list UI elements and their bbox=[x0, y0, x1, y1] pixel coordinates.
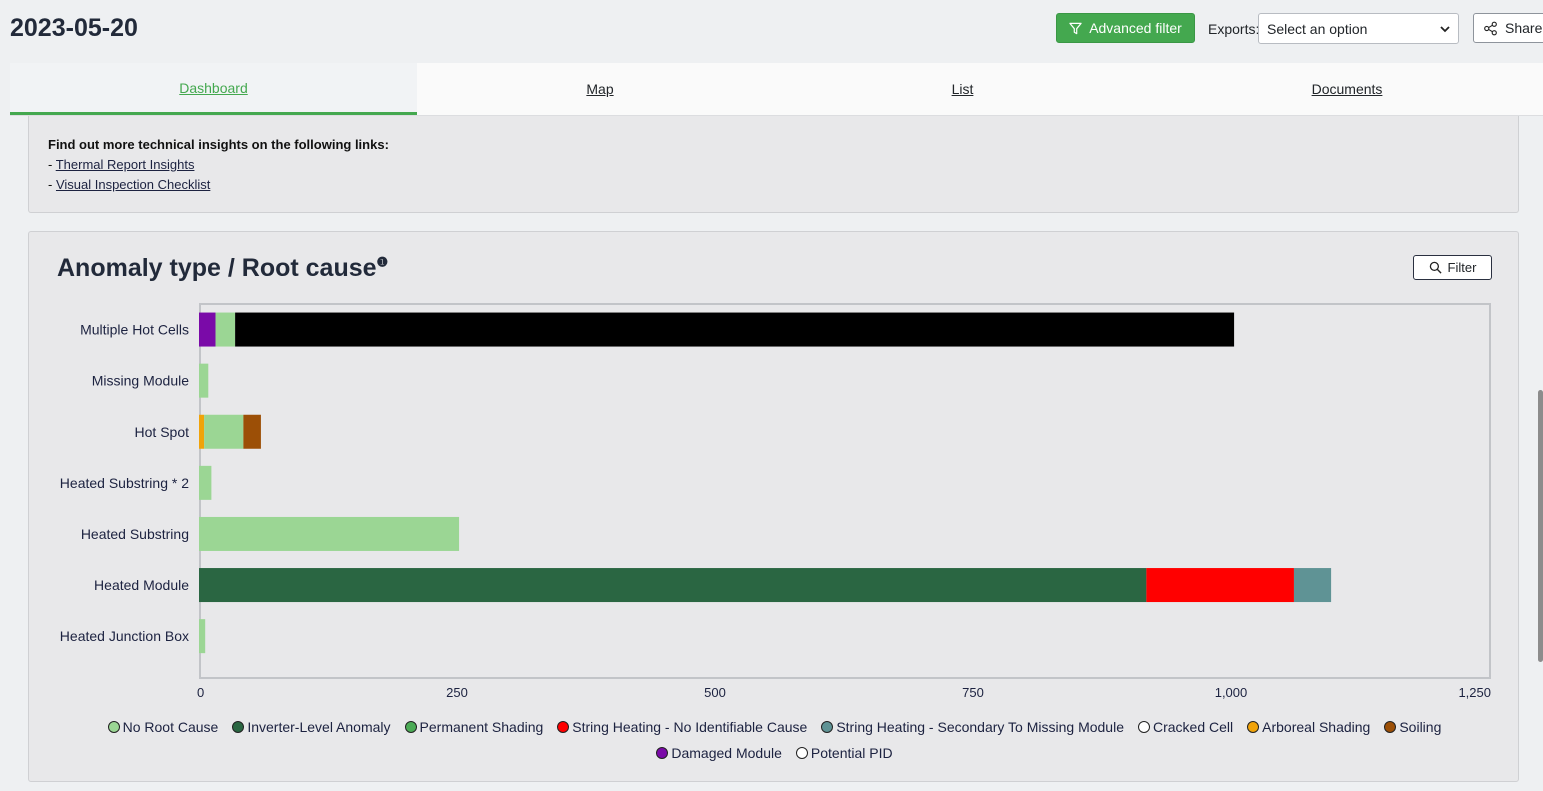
legend-item[interactable]: Damaged Module bbox=[656, 745, 782, 761]
legend-label: Potential PID bbox=[810, 745, 893, 761]
legend-swatch bbox=[1247, 721, 1260, 733]
insights-title: Find out more technical insights on the … bbox=[48, 137, 389, 152]
legend-label: String Heating - No Identifiable Cause bbox=[572, 719, 808, 735]
legend-item[interactable]: Arboreal Shading bbox=[1247, 719, 1370, 735]
insights-link-row: - Thermal Report Insights bbox=[48, 157, 194, 172]
bar-segment[interactable] bbox=[199, 414, 205, 449]
bullet-dash: - bbox=[48, 177, 56, 192]
x-tick-label: 250 bbox=[446, 685, 468, 700]
thermal-report-insights-link[interactable]: Thermal Report Insights bbox=[55, 157, 195, 172]
y-tick-label: Heated Substring bbox=[81, 526, 189, 542]
bar-segment[interactable] bbox=[199, 363, 209, 398]
chart-filter-button[interactable]: Filter bbox=[1413, 255, 1492, 280]
tab-dashboard[interactable]: Dashboard bbox=[10, 63, 417, 115]
legend-item[interactable]: Soiling bbox=[1384, 719, 1441, 735]
legend-swatch bbox=[821, 721, 834, 733]
y-tick-label: Hot Spot bbox=[135, 424, 190, 440]
tab-documents[interactable]: Documents bbox=[1311, 81, 1383, 97]
anomaly-bar-chart: Multiple Hot Cells Missing Module Hot Spot… bbox=[60, 312, 1491, 700]
y-tick-label: Heated Module bbox=[94, 577, 189, 593]
legend-swatch bbox=[1138, 721, 1150, 733]
legend-swatch bbox=[795, 747, 808, 759]
legend-label: Arboreal Shading bbox=[1262, 719, 1371, 735]
bar-segment[interactable] bbox=[199, 465, 212, 500]
share-icon bbox=[1484, 21, 1497, 35]
y-tick-label: Heated Junction Box bbox=[60, 628, 189, 644]
info-icon[interactable]: ❶ bbox=[376, 254, 389, 270]
filter-icon bbox=[1069, 22, 1082, 34]
legend-swatch bbox=[557, 721, 570, 733]
legend-label: Soiling bbox=[1399, 719, 1442, 735]
legend-item[interactable]: String Heating - No Identifiable Cause bbox=[557, 719, 807, 735]
y-tick-label: Multiple Hot Cells bbox=[80, 322, 189, 338]
exports-select[interactable]: Select an option bbox=[1258, 13, 1459, 44]
bullet-dash: - bbox=[48, 157, 56, 172]
tab-list[interactable]: List bbox=[951, 81, 974, 97]
bar-segment[interactable] bbox=[235, 312, 1235, 347]
legend-label: Damaged Module bbox=[671, 745, 782, 761]
anomaly-chart-panel: Anomaly type / Root cause❶ Filter Multip… bbox=[28, 231, 1519, 782]
advanced-filter-button[interactable]: Advanced filter bbox=[1056, 13, 1195, 43]
x-tick-label: 500 bbox=[704, 685, 726, 700]
bar-segment[interactable] bbox=[199, 568, 1147, 603]
exports-label: Exports: bbox=[1208, 21, 1260, 37]
y-tick-label: Heated Substring * 2 bbox=[60, 475, 189, 491]
share-button[interactable]: Share bbox=[1473, 13, 1543, 43]
x-tick-label: 1,250 bbox=[1458, 685, 1491, 700]
tab-bar: Dashboard Map List Documents bbox=[10, 63, 1543, 116]
legend-label: Inverter-Level Anomaly bbox=[247, 719, 391, 735]
bar-segment[interactable] bbox=[204, 414, 244, 449]
chevron-down-icon bbox=[1440, 26, 1450, 33]
y-tick-label: Missing Module bbox=[92, 373, 189, 389]
bar-segment[interactable] bbox=[243, 414, 261, 449]
chart-title: Anomaly type / Root cause❶ bbox=[57, 254, 388, 283]
bar-segment[interactable] bbox=[1146, 568, 1294, 603]
tab-map[interactable]: Map bbox=[586, 81, 614, 97]
insights-link-row: - Visual Inspection Checklist bbox=[48, 177, 210, 192]
search-icon bbox=[1429, 261, 1442, 274]
legend-swatch bbox=[656, 747, 669, 759]
page-title: 2023-05-20 bbox=[10, 14, 138, 42]
visual-inspection-checklist-link[interactable]: Visual Inspection Checklist bbox=[55, 177, 211, 192]
chart-legend: Damaged Module Potential PID bbox=[29, 745, 1520, 761]
insights-panel: Find out more technical insights on the … bbox=[28, 116, 1519, 213]
legend-item[interactable]: Cracked Cell bbox=[1138, 719, 1233, 735]
share-label: Share bbox=[1505, 20, 1543, 36]
bar-segment[interactable] bbox=[1293, 568, 1332, 603]
bar-segment[interactable] bbox=[199, 312, 216, 347]
legend-item[interactable]: No Root Cause bbox=[107, 719, 219, 735]
bar-segment[interactable] bbox=[199, 619, 206, 654]
x-tick-label: 750 bbox=[962, 685, 984, 700]
chart-filter-label: Filter bbox=[1447, 260, 1477, 275]
legend-label: Permanent Shading bbox=[419, 719, 544, 735]
legend-item[interactable]: Permanent Shading bbox=[404, 719, 544, 735]
legend-item[interactable]: Inverter-Level Anomaly bbox=[232, 719, 391, 735]
chart-title-text: Anomaly type / Root cause bbox=[57, 254, 377, 282]
legend-item[interactable]: String Heating - Secondary To Missing Mo… bbox=[821, 719, 1124, 735]
chart-legend: No Root Cause Inverter-Level Anomaly Perma… bbox=[29, 719, 1520, 735]
x-tick-label: 0 bbox=[197, 685, 204, 700]
legend-label: Cracked Cell bbox=[1153, 719, 1234, 735]
legend-swatch bbox=[404, 721, 417, 733]
legend-label: No Root Cause bbox=[122, 719, 219, 735]
legend-swatch bbox=[232, 721, 245, 733]
legend-label: String Heating - Secondary To Missing Mo… bbox=[836, 719, 1124, 735]
bar-segment[interactable] bbox=[199, 516, 460, 551]
advanced-filter-label: Advanced filter bbox=[1089, 20, 1182, 36]
bar-segment[interactable] bbox=[215, 312, 236, 347]
x-tick-label: 1,000 bbox=[1215, 685, 1248, 700]
page-scrollbar-thumb[interactable] bbox=[1538, 390, 1543, 662]
exports-select-value: Select an option bbox=[1267, 20, 1368, 37]
legend-swatch bbox=[107, 721, 120, 733]
legend-item[interactable]: Potential PID bbox=[795, 745, 893, 761]
legend-swatch bbox=[1384, 721, 1397, 733]
